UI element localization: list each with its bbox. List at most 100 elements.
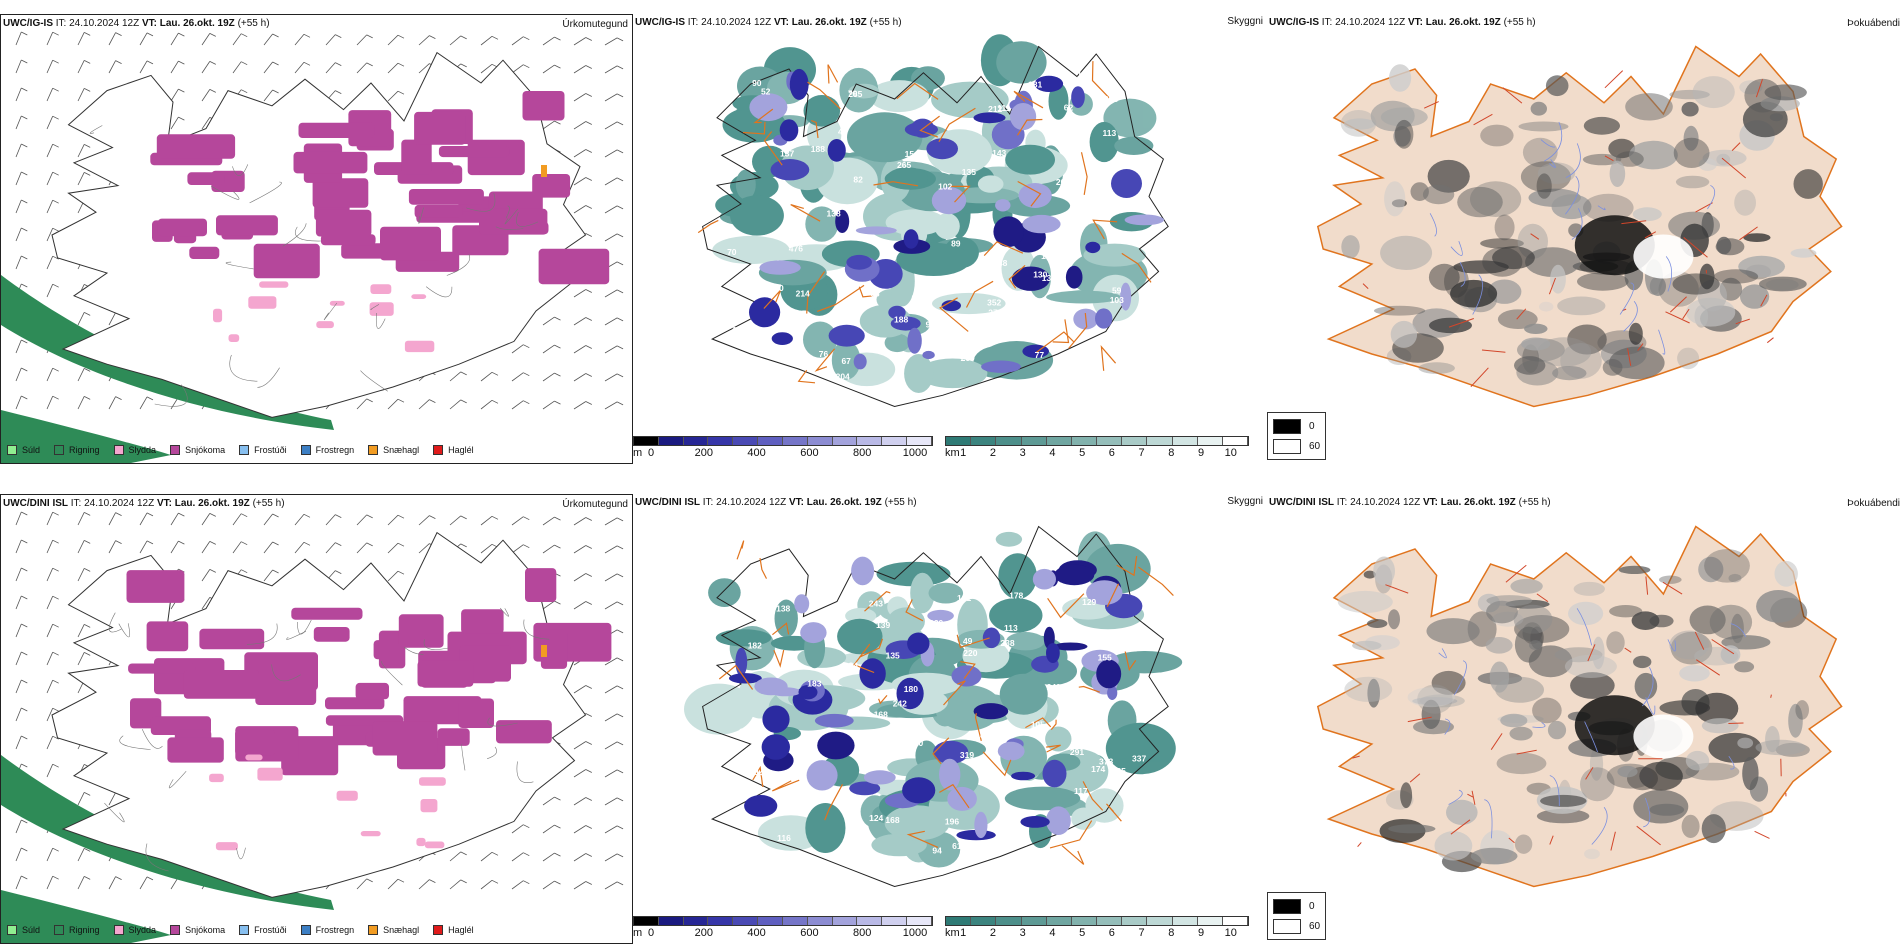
colorbar-visibility: km 1 2 3 4 5 6 7 8 9 10 <box>945 916 1249 940</box>
fog-cell <box>1337 590 1393 613</box>
road-line <box>763 289 782 309</box>
road-line <box>1385 584 1409 594</box>
wind-barb-icon <box>139 512 154 526</box>
wind-barb-icon <box>480 851 499 862</box>
fog-cell <box>1418 362 1455 374</box>
contour-line <box>487 746 497 759</box>
fog-cell <box>1679 665 1710 682</box>
wind-barb-icon <box>15 567 28 582</box>
colorbar-tick-label: 6 <box>1108 447 1115 459</box>
contour-line <box>323 302 338 321</box>
cloud-base-cell <box>1065 265 1083 289</box>
wind-barb-icon <box>325 62 342 74</box>
visibility-cell <box>995 531 1023 547</box>
visibility-cell <box>1085 788 1124 823</box>
terrain-contours <box>89 125 539 407</box>
fog-cell <box>1608 138 1636 159</box>
sleet-cell <box>369 302 394 316</box>
cloud-base-label: 117 <box>1074 786 1088 796</box>
contour-line <box>89 125 103 134</box>
wind-barb-icon <box>542 64 561 74</box>
cloud-base-cell <box>926 138 958 160</box>
snow-cell <box>414 111 466 145</box>
snow-cell <box>325 697 385 710</box>
fog-cell <box>1583 116 1620 135</box>
cloud-base-cell <box>853 353 867 370</box>
cloud-base-label: 83 <box>1121 633 1131 643</box>
cloud-base-cell <box>1042 759 1067 788</box>
cloud-base-cell <box>933 740 969 764</box>
wind-barb-icon <box>139 396 154 410</box>
cloud-base-cell <box>770 159 810 181</box>
wind-barb-icon <box>46 735 59 750</box>
panel-title-precip: Úrkomutegund <box>562 499 628 510</box>
cloud-base-label: 174 <box>1091 764 1105 774</box>
fog-cell <box>1670 631 1713 665</box>
colorbar-segment <box>882 437 908 445</box>
wind-barb-icon <box>604 401 624 410</box>
wind-barb-icon <box>46 283 59 298</box>
wind-barb-icon <box>139 60 154 74</box>
wind-barb-icon <box>15 171 28 186</box>
visibility-cell <box>1089 121 1119 163</box>
river-line <box>1453 660 1467 696</box>
fog-cell <box>1583 193 1634 222</box>
contour-line <box>495 226 524 230</box>
wind-barb-icon <box>604 345 624 354</box>
contour-line <box>104 802 125 823</box>
cloud-base-label: 120 <box>909 738 923 748</box>
wind-barb-icon <box>46 679 59 694</box>
fog-cell <box>1659 575 1682 584</box>
visibility-cell <box>837 618 883 655</box>
colorbar-tick-label: 8 <box>1168 447 1175 459</box>
contour-line <box>119 735 151 750</box>
snow-cell <box>525 568 557 602</box>
fog-cell <box>1649 276 1666 297</box>
contour-line <box>294 226 321 242</box>
wind-barb-icon <box>108 32 122 46</box>
fog-cell <box>1633 655 1652 669</box>
cloud-base-cell <box>939 758 961 791</box>
wind-barb-icon <box>77 568 91 582</box>
cloud-base-label: 98 <box>1070 163 1080 173</box>
wind-barb-icon <box>46 199 59 214</box>
cloud-base-cell <box>1095 308 1113 329</box>
fog-cell <box>1764 84 1807 101</box>
fog-cell <box>1769 113 1783 122</box>
visibility-cell <box>910 572 935 614</box>
colorbar-tick-label: 4 <box>1049 447 1056 459</box>
wind-barb-icon <box>542 824 561 834</box>
road-line <box>1636 825 1661 846</box>
road-line <box>919 115 940 138</box>
fog-cell <box>1713 269 1759 284</box>
panel-title-cloud: Skyggni <box>1227 16 1263 27</box>
contour-line <box>246 623 278 645</box>
cloud-base-cell <box>982 627 1001 649</box>
snow-cell <box>532 174 571 198</box>
contour-line <box>499 607 509 617</box>
cloud-base-label: 87 <box>911 293 921 303</box>
cloud-base-cell <box>849 781 881 796</box>
sleet-cell <box>248 296 277 309</box>
valid-time: Lau. 26.okt. 19Z <box>174 498 250 509</box>
fog-cell <box>1450 279 1498 308</box>
cloud-base-label: 59 <box>1112 286 1122 296</box>
road-line <box>1621 220 1647 225</box>
visibility-cell <box>884 805 950 841</box>
road-line <box>1050 719 1057 730</box>
fog-cell <box>1704 549 1750 583</box>
fog-cell <box>1683 125 1699 151</box>
colorbar-segment <box>1222 917 1249 925</box>
fog-cell <box>1522 137 1558 168</box>
contour-line <box>210 185 240 200</box>
snow-cell <box>398 614 444 648</box>
panel-title-precip: Úrkomutegund <box>562 19 628 30</box>
fog-cell <box>1681 814 1700 838</box>
fog-cell <box>1615 151 1644 167</box>
wind-barb-icon <box>387 878 405 890</box>
snow-cell <box>146 621 189 652</box>
colorbar-tick-label: 0 <box>647 447 655 459</box>
colorbar-segment <box>1071 917 1098 925</box>
snow-cell <box>341 243 386 259</box>
colorbar-unit: m <box>633 927 643 939</box>
